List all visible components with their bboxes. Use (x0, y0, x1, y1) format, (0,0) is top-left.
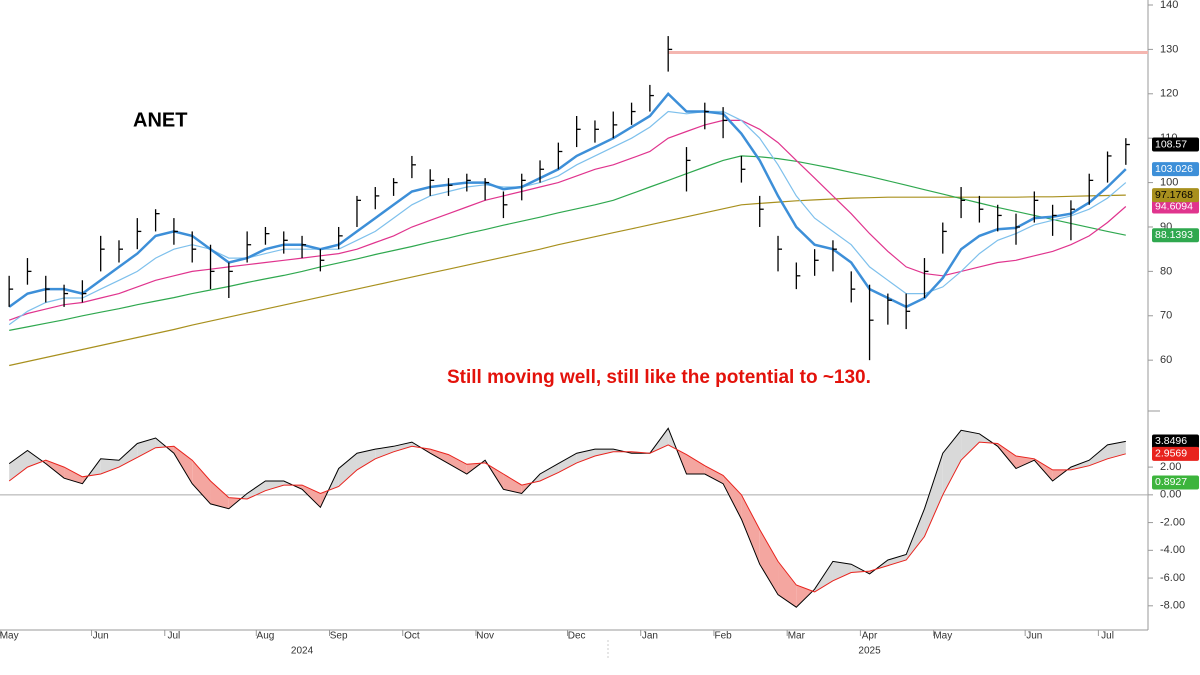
macd-fill (778, 561, 797, 608)
value-tag-label: 2.9569 (1155, 448, 1187, 460)
x-tick-label: Oct (404, 631, 420, 642)
x-tick-label: Jun (1026, 631, 1042, 642)
macd-fill (832, 561, 852, 581)
year-label: 2024 (291, 646, 314, 657)
x-tick-label: Nov (476, 631, 494, 642)
x-tick-label: Jul (1101, 631, 1114, 642)
macd-fill (9, 450, 28, 481)
value-tag-label: 94.6094 (1155, 200, 1193, 212)
macd-fill (704, 465, 724, 484)
macd-fill (540, 463, 559, 481)
value-tag-label: 3.8496 (1155, 435, 1187, 447)
macd-fill (137, 437, 156, 458)
x-tick-label: Mar (788, 631, 806, 642)
moving-average (8, 91, 1127, 309)
y-tick-label: -4.00 (1160, 544, 1185, 556)
macd-fill (942, 430, 962, 495)
year-label: 2025 (858, 646, 881, 657)
macd-fill (338, 453, 357, 487)
macd-fill (1070, 460, 1090, 470)
macd-fill (393, 442, 412, 452)
value-tag-label: 0.8927 (1155, 476, 1187, 488)
x-tick-label: Aug (257, 631, 275, 642)
y-tick-label: 80 (1160, 265, 1172, 277)
macd-fill (759, 529, 779, 595)
macd-fill (686, 454, 705, 475)
macd-line (8, 441, 1126, 593)
macd-fill (741, 494, 760, 565)
macd-fill (594, 449, 614, 456)
macd-fill (265, 480, 284, 491)
y-tick-label: 120 (1160, 88, 1178, 100)
macd-line (8, 427, 1126, 608)
value-tag (1152, 188, 1199, 203)
value-tag-label: 97.1768 (1155, 189, 1193, 201)
y-tick-label: 140 (1160, 0, 1178, 11)
y-tick-label: -8.00 (1160, 600, 1185, 612)
macd-fill (924, 453, 943, 537)
macd-fill (961, 430, 980, 461)
macd-fill (1016, 456, 1035, 469)
y-tick-label: 100 (1160, 176, 1178, 188)
macd-fill (247, 480, 266, 499)
macd-fill (210, 480, 229, 509)
macd-fill (887, 554, 907, 566)
annotation: Still moving well, still like the potent… (447, 367, 871, 388)
macd-fill (723, 475, 742, 520)
value-tag (1152, 434, 1199, 449)
value-tag (1152, 475, 1199, 490)
macd-fill (100, 458, 119, 475)
macd-fill (173, 446, 193, 484)
macd-fill (45, 460, 65, 479)
y-tick-label: 2.00 (1160, 461, 1181, 473)
value-tag (1152, 446, 1199, 461)
x-tick-label: Jun (93, 631, 109, 642)
macd-fill (27, 450, 43, 468)
x-tick-label: Dec (568, 631, 586, 642)
moving-average (9, 155, 1126, 331)
moving-average (9, 194, 1126, 367)
value-tag (1152, 228, 1199, 243)
macd-fill (558, 453, 577, 473)
x-tick-label: Apr (862, 631, 878, 642)
value-tag-label: 88.1393 (1155, 229, 1193, 241)
value-tag (1152, 162, 1199, 177)
y-tick-label: 60 (1160, 354, 1172, 366)
macd-fill (302, 485, 321, 508)
value-tag (1152, 137, 1199, 152)
macd-fill (64, 467, 83, 484)
y-tick-label: -6.00 (1160, 572, 1185, 584)
y-tick-label: 70 (1160, 310, 1172, 322)
moving-average (8, 110, 1127, 326)
macd-fill (118, 443, 138, 468)
y-tick-label: 0.00 (1160, 489, 1181, 501)
x-tick-label: May (0, 631, 19, 642)
macd-fill (503, 474, 522, 494)
x-tick-label: Jan (642, 631, 658, 642)
x-tick-label: Jul (168, 631, 181, 642)
macd-fill (356, 449, 376, 470)
macd-fill (375, 446, 394, 459)
x-tick-label: May (933, 631, 952, 642)
moving-average (8, 119, 1127, 321)
value-tag-label: 108.57 (1155, 138, 1187, 150)
x-tick-label: Feb (714, 631, 732, 642)
y-tick-label: -2.00 (1160, 516, 1185, 528)
value-tag-label: 103.026 (1155, 163, 1193, 175)
ticker-label: ANET (133, 109, 187, 131)
macd-fill (796, 585, 813, 608)
macd-fill (1107, 441, 1126, 459)
macd-fill (448, 454, 467, 475)
x-tick-label: Sep (330, 631, 348, 642)
macd-fill (430, 449, 449, 464)
y-tick-label: 130 (1160, 43, 1178, 55)
value-tag (1152, 199, 1199, 214)
macd-fill (192, 460, 211, 504)
